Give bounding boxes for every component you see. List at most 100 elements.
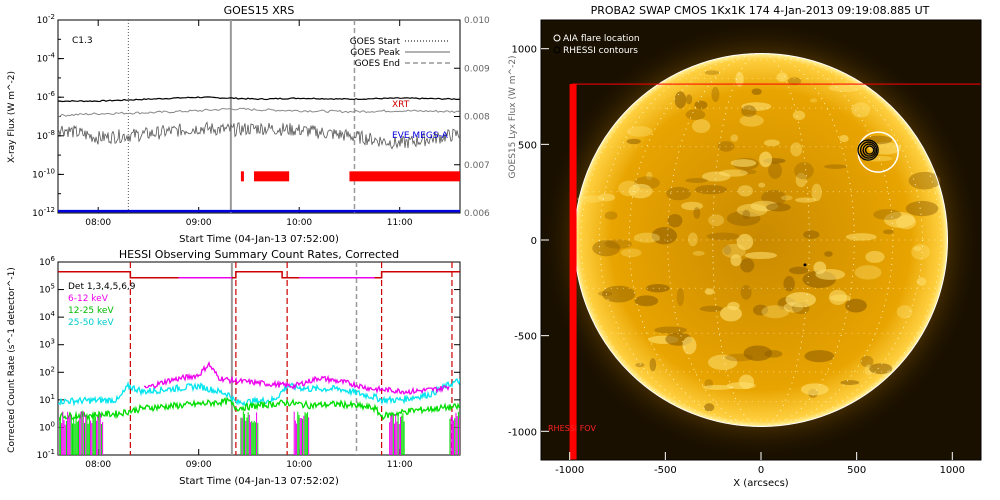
dark-region (654, 326, 687, 334)
dark-region (626, 138, 641, 145)
bright-region (815, 269, 846, 280)
longitude-line (599, 53, 923, 427)
dark-region (804, 350, 835, 363)
hessi-y-tick-label: 106 (39, 255, 55, 268)
longitude-line (712, 53, 810, 427)
goes-y-tick-label: 10-10 (32, 167, 55, 180)
small-contour (803, 263, 807, 267)
xrt-label: XRT (392, 100, 410, 110)
goes-series-goes-long (58, 96, 460, 103)
bright-region (741, 102, 772, 111)
dark-region (667, 213, 683, 228)
bright-region (896, 215, 917, 230)
swap-panel: PROBA2 SWAP CMOS 1Kx1K 174 4-Jan-2013 09… (508, 4, 982, 489)
bright-region (781, 195, 793, 201)
bright-region (730, 134, 739, 142)
bright-region (763, 139, 780, 147)
fov-label: RHESSI FOV (548, 424, 596, 433)
hessi-y-tick-label: 101 (39, 393, 55, 406)
goes-y-axis: 10-2 10-4 10-6 10-8 10-10 10-12 (32, 13, 64, 219)
dark-region (635, 362, 645, 368)
bright-region (839, 134, 849, 143)
swap-y-tick-label: 500 (518, 140, 537, 151)
bright-region (704, 288, 715, 295)
dark-region (869, 363, 893, 375)
dark-region (598, 291, 613, 297)
dark-region (604, 211, 618, 220)
bright-region (758, 182, 766, 188)
hessi-detector-step (58, 271, 460, 279)
bright-region (761, 305, 790, 319)
dark-region (743, 345, 773, 361)
goes-class-label: C1.3 (72, 36, 93, 46)
dark-region (742, 209, 751, 220)
dark-region (783, 276, 795, 292)
bright-region (722, 243, 746, 259)
hessi-y-tick-label: 103 (39, 338, 55, 351)
bright-region (682, 336, 697, 355)
swap-y-tick-label: 0 (531, 236, 537, 247)
swap-x-label: X (arcsecs) (733, 478, 789, 489)
bright-region (851, 102, 871, 118)
hessi-y-tick-label: 100 (39, 420, 55, 433)
goes-y-tick-label: 10-8 (37, 129, 55, 142)
bright-region (792, 110, 806, 121)
dark-region (741, 105, 757, 117)
dark-region (676, 288, 685, 306)
dark-region (873, 209, 902, 220)
goes-x-tick-label: 08:00 (85, 218, 111, 228)
dark-region (704, 403, 715, 412)
bright-region (865, 250, 885, 263)
bright-region (577, 195, 605, 203)
bright-region (633, 232, 660, 243)
dark-region (726, 210, 761, 227)
dark-region (645, 284, 670, 293)
flare-markers (803, 131, 899, 267)
bright-region (811, 183, 822, 202)
dark-region (685, 94, 693, 105)
bright-region (800, 383, 829, 396)
legend-det: Det 1,3,4,5,6,9 (68, 282, 136, 292)
goes-y-tick-label: 10-12 (32, 206, 55, 219)
dark-region (764, 350, 783, 358)
bright-region (730, 254, 742, 267)
goes-x-tick-label: 09:00 (186, 218, 212, 228)
bright-region (730, 159, 757, 167)
bright-region (744, 251, 778, 260)
dark-region (699, 305, 724, 312)
legend-aia-symbol (553, 34, 561, 42)
bright-region (854, 265, 882, 280)
bright-region (790, 142, 803, 157)
bright-region (628, 183, 653, 199)
goes-legend: GOES Start GOES Peak GOES End (350, 37, 450, 69)
goes-y-tick-label: 10-2 (37, 13, 55, 26)
goes-y-label: X-ray Flux (W m^-2) (7, 71, 17, 163)
hessi-x-tick-label: 10:00 (286, 460, 312, 470)
goes-panel: GOES15 XRS 10-2 10-4 10-6 10-8 10-10 10-12 0.… (7, 4, 518, 245)
bright-region (759, 151, 773, 168)
dark-region (711, 86, 720, 103)
bright-region (795, 197, 817, 203)
bright-region (692, 250, 705, 256)
bright-region (646, 171, 653, 181)
rhessi-contour (862, 143, 876, 157)
dark-region (674, 91, 687, 109)
dark-region (693, 207, 701, 219)
hessi-x-tick-label: 11:00 (387, 460, 413, 470)
legend-12-25: 12-25 keV (68, 306, 114, 316)
bright-region (795, 172, 807, 188)
sun-features (577, 70, 941, 412)
bright-region (913, 246, 922, 252)
dark-region (694, 184, 727, 195)
goes-series-group (58, 20, 460, 213)
goes-x-tick-label: 10:00 (286, 218, 312, 228)
swap-x-axis: -1000 -500 0 500 1000 (555, 452, 965, 476)
dark-region (685, 109, 706, 120)
goes-y-right-tick-label: 0.009 (464, 64, 490, 74)
dark-region (766, 203, 791, 212)
swap-y-tick-label: -1000 (508, 427, 537, 438)
hessi-y-tick-label: 10-1 (37, 448, 55, 461)
hessi-x-label: Start Time (04-Jan-13 07:52:02) (179, 476, 339, 487)
legend-25-50: 25-50 keV (68, 318, 114, 328)
